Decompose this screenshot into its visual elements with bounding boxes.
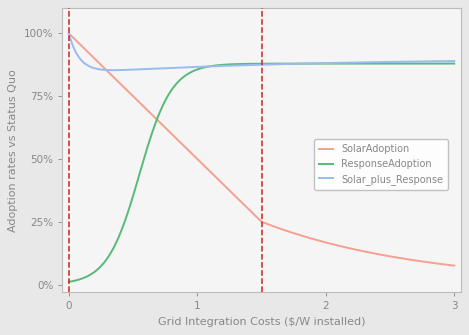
ResponseAdoption xyxy=(251,62,257,66)
ResponseAdoption xyxy=(66,280,72,284)
SolarAdoption xyxy=(295,232,301,237)
ResponseAdoption xyxy=(249,62,255,66)
Line: Solar_plus_Response: Solar_plus_Response xyxy=(69,34,454,70)
Solar_plus_Response xyxy=(252,63,258,67)
Legend: SolarAdoption, ResponseAdoption, Solar_plus_Response: SolarAdoption, ResponseAdoption, Solar_p… xyxy=(314,139,448,190)
ResponseAdoption xyxy=(442,62,448,66)
ResponseAdoption xyxy=(274,62,280,66)
Solar_plus_Response xyxy=(111,68,116,72)
SolarAdoption xyxy=(452,264,457,268)
Line: ResponseAdoption: ResponseAdoption xyxy=(69,64,454,282)
SolarAdoption xyxy=(382,253,387,257)
Solar_plus_Response xyxy=(296,62,302,66)
SolarAdoption xyxy=(249,210,255,214)
SolarAdoption xyxy=(66,31,72,36)
Solar_plus_Response xyxy=(250,63,256,67)
ResponseAdoption xyxy=(452,62,457,66)
Solar_plus_Response xyxy=(443,59,448,63)
Solar_plus_Response xyxy=(452,59,457,63)
Solar_plus_Response xyxy=(383,60,388,64)
SolarAdoption xyxy=(442,263,448,267)
SolarAdoption xyxy=(274,226,280,230)
Solar_plus_Response xyxy=(275,62,281,66)
ResponseAdoption xyxy=(382,62,387,66)
Line: SolarAdoption: SolarAdoption xyxy=(69,34,454,266)
SolarAdoption xyxy=(251,213,257,217)
ResponseAdoption xyxy=(295,62,301,66)
X-axis label: Grid Integration Costs ($/W installed): Grid Integration Costs ($/W installed) xyxy=(158,317,365,327)
Y-axis label: Adoption rates vs Status Quo: Adoption rates vs Status Quo xyxy=(8,69,18,231)
Solar_plus_Response xyxy=(66,31,72,36)
